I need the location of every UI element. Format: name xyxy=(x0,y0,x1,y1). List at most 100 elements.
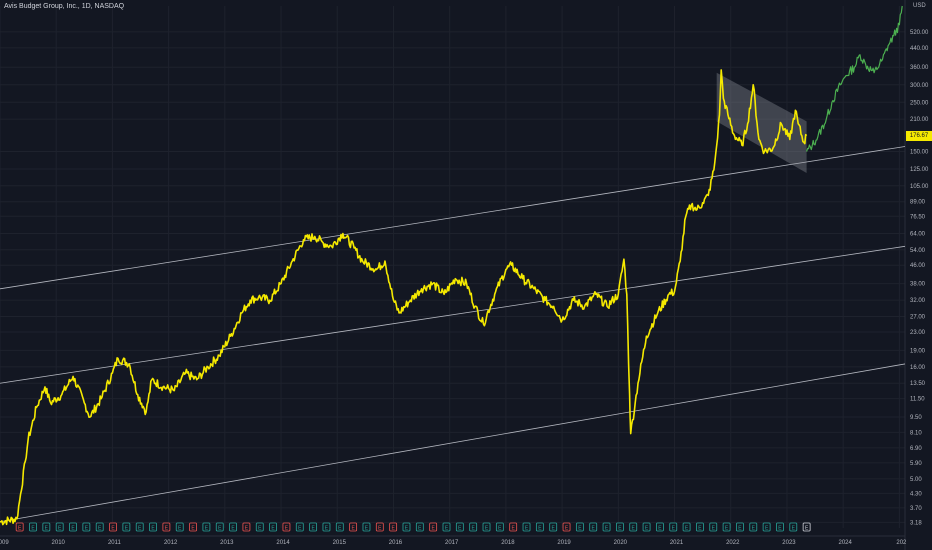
y-tick-label: 19.00 xyxy=(910,348,926,354)
earnings-badge xyxy=(215,522,224,532)
earnings-badge-label: E xyxy=(351,526,355,532)
earnings-badge xyxy=(696,522,704,532)
y-tick-label: 520.00 xyxy=(910,30,929,36)
y-tick-label: 5.90 xyxy=(910,461,922,467)
earnings-badge-label: E xyxy=(85,526,89,532)
x-tick-label: 2021 xyxy=(670,540,684,546)
earnings-badge-label: E xyxy=(218,526,222,532)
earnings-badge-label: E xyxy=(31,526,35,532)
earnings-badge xyxy=(802,522,811,532)
earnings-badge xyxy=(642,522,651,532)
x-tick-label: 2018 xyxy=(501,540,515,546)
earnings-badge-label: E xyxy=(58,526,62,532)
earnings-badge xyxy=(95,522,104,532)
earnings-badge xyxy=(242,522,251,532)
earnings-badge xyxy=(402,522,411,532)
y-tick-label: 300.00 xyxy=(910,83,929,89)
x-tick-label: 2011 xyxy=(108,540,122,546)
last-price-label: 176.67 xyxy=(906,130,932,141)
y-tick-label: 16.00 xyxy=(910,365,926,371)
earnings-badge-label: E xyxy=(538,526,542,532)
earnings-badge-label: E xyxy=(738,526,742,532)
y-tick-label: 3.18 xyxy=(910,520,922,526)
x-tick-label: 202 xyxy=(896,540,907,546)
earnings-badge xyxy=(135,522,144,532)
earnings-badge-label: E xyxy=(458,526,462,532)
x-tick-label: 2017 xyxy=(445,540,459,546)
y-tick-label: 440.00 xyxy=(910,46,929,52)
y-tick-label: 54.00 xyxy=(910,248,926,254)
earnings-badge-label: E xyxy=(645,526,649,532)
y-tick-label: 105.00 xyxy=(910,184,929,190)
earnings-badge xyxy=(255,522,264,532)
earnings-badge-label: E xyxy=(552,526,556,532)
earnings-badge xyxy=(709,522,718,532)
earnings-badge xyxy=(562,522,571,532)
earnings-badge-label: E xyxy=(205,526,209,532)
earnings-badge xyxy=(442,522,451,532)
y-tick-label: 32.00 xyxy=(910,298,926,304)
price-line xyxy=(0,69,808,526)
earnings-badge-label: E xyxy=(138,526,142,532)
earnings-badge-label: E xyxy=(672,526,676,532)
channel-line xyxy=(0,245,906,384)
earnings-badge xyxy=(749,522,758,532)
earnings-badge-label: E xyxy=(498,526,502,532)
earnings-badge xyxy=(589,522,598,532)
earnings-badge xyxy=(69,522,77,532)
earnings-badge xyxy=(229,522,237,532)
earnings-badge xyxy=(149,522,157,532)
earnings-badge xyxy=(189,522,197,532)
earnings-badge-label: E xyxy=(658,526,662,532)
y-tick-label: 89.00 xyxy=(910,200,926,206)
earnings-badge xyxy=(389,522,398,532)
earnings-badge-label: E xyxy=(298,526,302,532)
earnings-badge xyxy=(282,522,291,532)
earnings-badge xyxy=(429,522,438,532)
x-tick-label: 2016 xyxy=(389,540,403,546)
earnings-badge-label: E xyxy=(125,526,129,532)
earnings-badge-label: E xyxy=(778,526,782,532)
earnings-badge xyxy=(722,522,731,532)
projection-line xyxy=(806,5,903,152)
earnings-badge xyxy=(776,522,784,532)
y-tick-label: 210.00 xyxy=(910,117,929,123)
earnings-badge xyxy=(682,522,691,532)
earnings-badge xyxy=(362,522,371,532)
bull-flag-pattern xyxy=(716,72,807,173)
earnings-badge-label: E xyxy=(765,526,769,532)
earnings-badge-label: E xyxy=(111,526,115,532)
earnings-badge-label: E xyxy=(231,526,235,532)
earnings-badge xyxy=(335,522,344,532)
price-axis[interactable]: 520.00 440.00 360.00 300.00 250.00 210.00 150.… xyxy=(910,30,929,527)
earnings-badge xyxy=(656,522,664,532)
earnings-badge-label: E xyxy=(605,526,609,532)
y-tick-label: 27.00 xyxy=(910,315,926,321)
earnings-badge-label: E xyxy=(98,526,102,532)
time-axis[interactable]: 2009 2010 2011 2012 2013 2014 2015 2016 2017 2018… xyxy=(0,540,907,546)
earnings-badge xyxy=(615,522,624,532)
x-tick-label: 2009 xyxy=(0,540,9,546)
y-tick-label: 11.50 xyxy=(910,397,925,403)
y-tick-label: 64.00 xyxy=(910,231,926,237)
earnings-badge xyxy=(602,522,611,532)
y-tick-label: 23.00 xyxy=(910,330,926,336)
earnings-badge-label: E xyxy=(391,526,395,532)
x-tick-label: 2020 xyxy=(614,540,628,546)
earnings-badge-label: E xyxy=(698,526,702,532)
y-tick-label: 250.00 xyxy=(910,100,929,106)
y-tick-label: 38.00 xyxy=(910,282,926,288)
earnings-badge-label: E xyxy=(405,526,409,532)
earnings-badge xyxy=(309,522,318,532)
earnings-badge xyxy=(455,522,464,532)
flag-shape xyxy=(716,72,807,173)
x-tick-label: 2013 xyxy=(220,540,234,546)
earnings-badge xyxy=(82,522,91,532)
earnings-badge-label: E xyxy=(805,526,809,532)
y-tick-label: 46.00 xyxy=(910,263,926,269)
earnings-badge xyxy=(375,522,384,532)
earnings-badge-label: E xyxy=(472,526,476,532)
earnings-badge xyxy=(535,522,544,532)
earnings-badge-label: E xyxy=(618,526,622,532)
